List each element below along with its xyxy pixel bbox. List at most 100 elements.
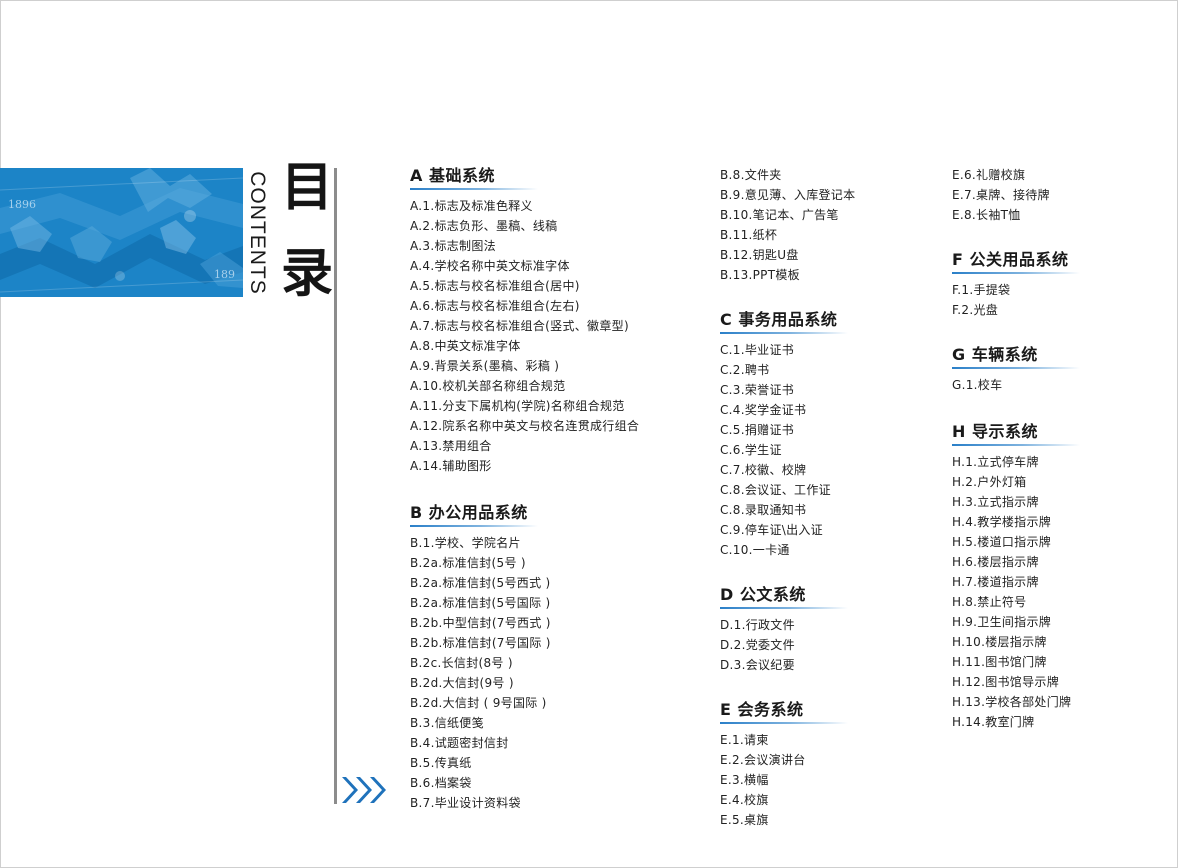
toc-item[interactable]: C.1.毕业证书 — [720, 343, 795, 357]
toc-section-b: B 办公用品系统 B.1.学校、学院名片 B.2a.标准信封(5号 ) B.2a… — [410, 502, 639, 813]
toc-item[interactable]: H.6.楼层指示牌 — [952, 555, 1039, 569]
toc-item[interactable]: B.1.学校、学院名片 — [410, 536, 521, 550]
toc-section-a: A 基础系统 A.1.标志及标准色释义 A.2.标志负形、墨稿、线稿 A.3.标… — [410, 165, 639, 476]
spacer — [720, 675, 855, 699]
toc-item[interactable]: H.1.立式停车牌 — [952, 455, 1039, 469]
toc-item[interactable]: E.3.横幅 — [720, 773, 769, 787]
toc-item[interactable]: B.2c.长信封(8号 ) — [410, 656, 513, 670]
toc-item[interactable]: H.7.楼道指示牌 — [952, 575, 1039, 589]
toc-item[interactable]: B.9.意见薄、入库登记本 — [720, 188, 856, 202]
toc-column-1: A 基础系统 A.1.标志及标准色释义 A.2.标志负形、墨稿、线稿 A.3.标… — [410, 165, 639, 813]
section-title: B 办公用品系统 — [410, 503, 528, 522]
toc-item[interactable]: E.8.长袖T恤 — [952, 208, 1021, 222]
toc-item[interactable]: D.3.会议纪要 — [720, 658, 795, 672]
toc-item[interactable]: H.5.楼道口指示牌 — [952, 535, 1052, 549]
toc-column-2: B.8.文件夹 B.9.意见薄、入库登记本 B.10.笔记本、广告笔 B.11.… — [720, 165, 855, 830]
toc-item[interactable]: H.13.学校各部处门牌 — [952, 695, 1072, 709]
toc-item[interactable]: E.4.校旗 — [720, 793, 769, 807]
toc-item[interactable]: A.3.标志制图法 — [410, 239, 496, 253]
toc-item[interactable]: A.5.标志与校名标准组合(居中) — [410, 279, 580, 293]
toc-item[interactable]: E.7.桌牌、接待牌 — [952, 188, 1050, 202]
header-banner-image: 1896 189 — [0, 168, 243, 297]
banner-year-right: 189 — [214, 268, 235, 281]
page-title-char-1: 目 — [280, 157, 333, 218]
toc-item[interactable]: B.3.信纸便笺 — [410, 716, 484, 730]
toc-section-g: G 车辆系统 G.1.校车 — [952, 344, 1080, 395]
toc-item[interactable]: H.4.教学楼指示牌 — [952, 515, 1052, 529]
toc-item[interactable]: B.2b.标准信封(7号国际 ) — [410, 636, 551, 650]
toc-item[interactable]: B.13.PPT模板 — [720, 268, 800, 282]
section-title: F 公关用品系统 — [952, 250, 1069, 269]
spacer — [410, 476, 639, 502]
toc-item[interactable]: B.12.钥匙U盘 — [720, 248, 799, 262]
toc-item[interactable]: A.6.标志与校名标准组合(左右) — [410, 299, 580, 313]
section-underline — [720, 332, 848, 334]
toc-item[interactable]: H.2.户外灯箱 — [952, 475, 1027, 489]
toc-item[interactable]: A.1.标志及标准色释义 — [410, 199, 533, 213]
toc-column-3: E.6.礼赠校旗 E.7.桌牌、接待牌 E.8.长袖T恤 F 公关用品系统 F.… — [952, 165, 1080, 732]
toc-item[interactable]: H.9.卫生间指示牌 — [952, 615, 1052, 629]
toc-item[interactable]: B.2a.标准信封(5号 ) — [410, 556, 526, 570]
section-title: C 事务用品系统 — [720, 310, 838, 329]
toc-item[interactable]: B.2d.大信封 ( 9号国际 ) — [410, 696, 547, 710]
toc-item[interactable]: B.7.毕业设计资料袋 — [410, 796, 521, 810]
toc-item[interactable]: A.14.辅助图形 — [410, 459, 492, 473]
toc-item[interactable]: A.9.背景关系(墨稿、彩稿 ) — [410, 359, 560, 373]
toc-item[interactable]: E.6.礼赠校旗 — [952, 168, 1026, 182]
spacer — [952, 395, 1080, 421]
toc-item[interactable]: E.1.请柬 — [720, 733, 769, 747]
toc-item[interactable]: B.2a.标准信封(5号国际 ) — [410, 596, 551, 610]
toc-item[interactable]: H.8.禁止符号 — [952, 595, 1027, 609]
toc-section-c: C 事务用品系统 C.1.毕业证书 C.2.聘书 C.3.荣誉证书 C.4.奖学… — [720, 309, 855, 560]
toc-item[interactable]: C.6.学生证 — [720, 443, 782, 457]
section-title: D 公文系统 — [720, 585, 806, 604]
toc-item[interactable]: H.14.教室门牌 — [952, 715, 1035, 729]
toc-item[interactable]: H.3.立式指示牌 — [952, 495, 1039, 509]
toc-item[interactable]: D.2.党委文件 — [720, 638, 795, 652]
toc-item[interactable]: A.12.院系名称中英文与校名连贯成行组合 — [410, 419, 640, 433]
toc-item[interactable]: B.10.笔记本、广告笔 — [720, 208, 839, 222]
toc-section-e: E 会务系统 E.1.请柬 E.2.会议演讲台 E.3.横幅 E.4.校旗 E.… — [720, 699, 855, 830]
toc-item[interactable]: D.1.行政文件 — [720, 618, 795, 632]
toc-item[interactable]: B.8.文件夹 — [720, 168, 782, 182]
toc-item[interactable]: A.13.禁用组合 — [410, 439, 492, 453]
toc-item[interactable]: B.2d.大信封(9号 ) — [410, 676, 514, 690]
toc-item[interactable]: B.4.试题密封信封 — [410, 736, 509, 750]
toc-item[interactable]: C.5.捐赠证书 — [720, 423, 795, 437]
toc-item[interactable]: B.5.传真纸 — [410, 756, 472, 770]
toc-item[interactable]: C.4.奖学金证书 — [720, 403, 807, 417]
toc-item[interactable]: B.6.档案袋 — [410, 776, 472, 790]
toc-item[interactable]: A.10.校机关部名称组合规范 — [410, 379, 566, 393]
toc-item[interactable]: H.11.图书馆门牌 — [952, 655, 1047, 669]
section-underline — [952, 444, 1080, 446]
toc-item[interactable]: A.4.学校名称中英文标准字体 — [410, 259, 570, 273]
contents-label-wrap: CONTENTS — [243, 168, 271, 297]
toc-item[interactable]: C.8.录取通知书 — [720, 503, 807, 517]
toc-item[interactable]: B.2b.中型信封(7号西式 ) — [410, 616, 551, 630]
toc-item[interactable]: H.12.图书馆导示牌 — [952, 675, 1060, 689]
toc-item[interactable]: F.1.手提袋 — [952, 283, 1011, 297]
section-title: A 基础系统 — [410, 166, 495, 185]
toc-item[interactable]: C.2.聘书 — [720, 363, 770, 377]
toc-item[interactable]: E.2.会议演讲台 — [720, 753, 806, 767]
toc-item[interactable]: C.9.停车证\出入证 — [720, 523, 823, 537]
toc-item[interactable]: A.2.标志负形、墨稿、线稿 — [410, 219, 558, 233]
toc-item[interactable]: C.7.校徽、校牌 — [720, 463, 807, 477]
toc-item[interactable]: E.5.桌旗 — [720, 813, 769, 827]
toc-item[interactable]: A.11.分支下属机构(学院)名称组合规范 — [410, 399, 625, 413]
toc-item[interactable]: F.2.光盘 — [952, 303, 999, 317]
toc-item[interactable]: B.2a.标准信封(5号西式 ) — [410, 576, 551, 590]
toc-section-e-continued: E.6.礼赠校旗 E.7.桌牌、接待牌 E.8.长袖T恤 — [952, 165, 1080, 225]
toc-item[interactable]: A.8.中英文标准字体 — [410, 339, 521, 353]
toc-item[interactable]: C.10.一卡通 — [720, 543, 790, 557]
toc-item[interactable]: C.8.会议证、工作证 — [720, 483, 831, 497]
toc-item[interactable]: G.1.校车 — [952, 378, 1003, 392]
toc-item[interactable]: H.10.楼层指示牌 — [952, 635, 1047, 649]
toc-item[interactable]: C.3.荣誉证书 — [720, 383, 795, 397]
section-underline — [410, 188, 538, 190]
toc-item[interactable]: A.7.标志与校名标准组合(竖式、徽章型) — [410, 319, 629, 333]
contents-english-title: CONTENTS — [246, 170, 269, 295]
toc-item[interactable]: B.11.纸杯 — [720, 228, 778, 242]
section-title: G 车辆系统 — [952, 345, 1038, 364]
section-underline — [952, 272, 1080, 274]
